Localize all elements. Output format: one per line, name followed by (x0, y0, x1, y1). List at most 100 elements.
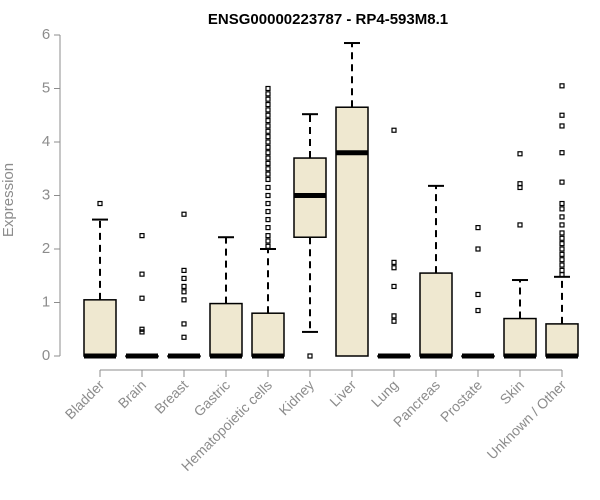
outlier-point (517, 181, 523, 187)
outlier-point (265, 150, 271, 156)
box-body (251, 312, 285, 357)
x-tick-label: Lung (368, 377, 401, 410)
outlier-point (181, 334, 187, 340)
outlier-point (559, 150, 565, 156)
outlier-point (559, 246, 565, 252)
outlier-point (181, 321, 187, 327)
boxes-layer (83, 42, 579, 359)
outlier-point (559, 262, 565, 268)
outlier-point (475, 307, 481, 314)
chart-title: ENSG00000223787 - RP4-593M8.1 (208, 11, 448, 28)
outlier-point (265, 216, 271, 223)
outlier-point (559, 235, 565, 241)
y-axis-label: Expression (0, 163, 17, 237)
outlier-point (265, 112, 271, 118)
outlier-point (139, 295, 145, 301)
outlier-point (559, 267, 565, 273)
outlier-point (391, 318, 397, 324)
outlier-point (265, 238, 271, 244)
outlier-point (265, 243, 271, 249)
box-bladder (83, 200, 117, 359)
outlier-point (265, 91, 271, 97)
outlier-point (475, 225, 481, 231)
outlier-point (265, 107, 271, 113)
x-tick-label: Breast (151, 377, 191, 417)
outlier-point (559, 241, 565, 247)
outlier-point (265, 101, 271, 108)
x-tick-label: Brain (115, 377, 149, 411)
box-lung (377, 127, 411, 359)
box-breast (167, 211, 201, 359)
outlier-point (307, 353, 313, 359)
outlier-point (139, 271, 145, 277)
box-body (419, 272, 453, 357)
outlier-point (391, 265, 397, 271)
x-tick-label: Liver (326, 377, 359, 410)
outlier-point (265, 184, 271, 191)
outlier-point (391, 283, 397, 290)
outlier-point (265, 171, 271, 177)
outlier-point (559, 251, 565, 257)
outlier-point (517, 151, 523, 157)
box-unknown-other (545, 83, 579, 359)
box-gastric (209, 236, 243, 359)
outlier-point (559, 200, 565, 207)
outlier-point (265, 117, 271, 124)
x-tick-label: Prostate (437, 377, 485, 425)
outlier-point (391, 259, 397, 265)
box-body (209, 302, 243, 357)
outlier-point (181, 297, 187, 303)
y-tick-label: 2 (42, 240, 50, 257)
y-tick-label: 1 (42, 293, 50, 310)
box-brain (125, 233, 159, 359)
x-tick-label: Bladder (62, 377, 108, 423)
y-tick-label: 4 (42, 133, 50, 150)
outlier-point (265, 233, 271, 239)
box-kidney (293, 113, 327, 359)
outlier-point (265, 176, 271, 183)
x-tick-label: Pancreas (390, 377, 443, 430)
outlier-point (559, 83, 565, 89)
box-body (545, 323, 579, 357)
outlier-point (265, 128, 271, 134)
outlier-point (265, 166, 271, 172)
outlier-point (139, 326, 145, 332)
outlier-point (181, 267, 187, 273)
outlier-point (265, 144, 271, 150)
outlier-point (181, 289, 187, 295)
outlier-point (265, 160, 271, 166)
x-tick-label: Skin (497, 377, 528, 408)
outlier-point (265, 134, 271, 140)
outlier-point (265, 96, 271, 102)
outlier-point (139, 233, 145, 239)
outlier-point (181, 283, 187, 290)
outlier-point (475, 246, 481, 252)
outlier-point (181, 211, 187, 217)
x-tick-label: Unknown / Other (484, 377, 570, 463)
outlier-point (559, 112, 565, 118)
box-skin (503, 151, 537, 359)
box-body (335, 106, 369, 357)
outlier-point (265, 155, 271, 161)
y-tick-label: 6 (42, 26, 50, 43)
outlier-point (559, 230, 565, 236)
box-prostate (461, 225, 495, 359)
outlier-point (265, 85, 271, 92)
y-tick-label: 0 (42, 347, 50, 364)
outlier-point (97, 200, 103, 207)
outlier-point (265, 208, 271, 215)
outlier-point (265, 123, 271, 129)
outlier-point (559, 206, 565, 212)
box-pancreas (419, 184, 453, 359)
box-body (83, 299, 117, 357)
outlier-point (265, 225, 271, 231)
outlier-point (559, 123, 565, 129)
box-hematopoietic-cells (251, 85, 285, 359)
y-tick-label: 5 (42, 79, 50, 96)
outlier-point (475, 291, 481, 298)
y-axis: 0 1 2 3 4 5 6 (42, 26, 61, 364)
x-tick-label: Kidney (276, 377, 318, 419)
outlier-point (559, 222, 565, 228)
